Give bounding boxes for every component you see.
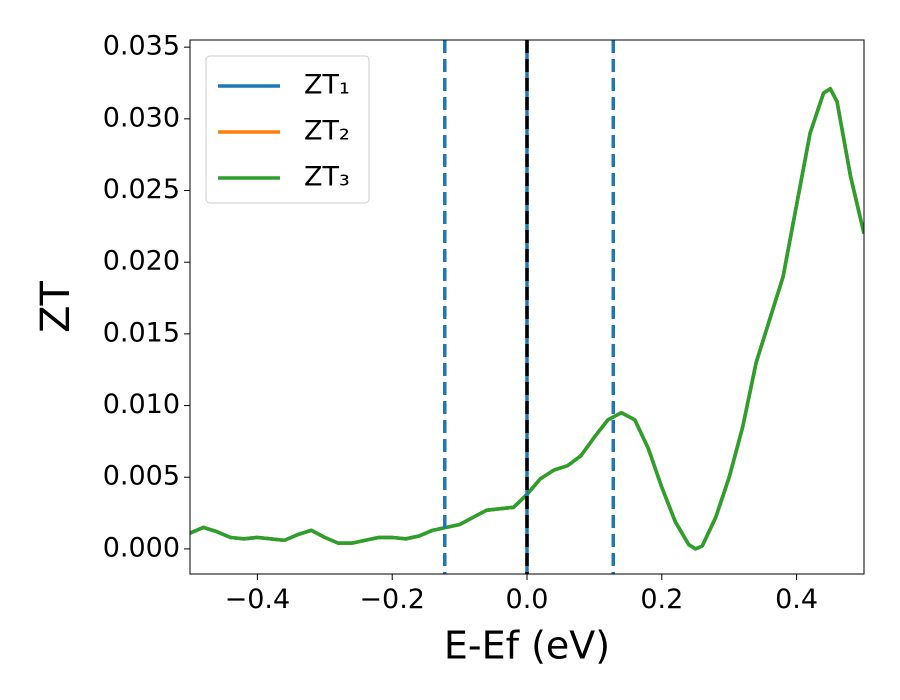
legend-label: ZT₁ xyxy=(304,70,350,101)
x-axis-label: E-Ef (eV) xyxy=(444,624,610,668)
plot-frame xyxy=(189,39,865,575)
x-tick-label: −0.4 xyxy=(225,584,291,615)
line-series xyxy=(190,86,864,551)
y-tick-label: 0.005 xyxy=(103,461,180,492)
legend-label: ZT₃ xyxy=(304,162,350,193)
legend-label: ZT₂ xyxy=(304,116,350,147)
plot-area xyxy=(190,40,864,574)
y-tick-label: 0.015 xyxy=(103,317,180,348)
y-tick-label: 0.025 xyxy=(103,174,180,205)
y-axis-label: ZT xyxy=(33,281,79,333)
y-tick-label: 0.030 xyxy=(103,102,180,133)
x-tick-label: 0.0 xyxy=(506,584,549,615)
y-tick-label: 0.035 xyxy=(103,31,180,62)
y-tick-label: 0.000 xyxy=(103,532,180,563)
x-tick-label: 0.2 xyxy=(640,584,683,615)
x-tick-label: −0.2 xyxy=(359,584,425,615)
y-tick-label: 0.010 xyxy=(103,389,180,420)
legend-box xyxy=(205,55,370,204)
x-tick-label: 0.4 xyxy=(775,584,818,615)
y-tick-label: 0.020 xyxy=(103,246,180,277)
